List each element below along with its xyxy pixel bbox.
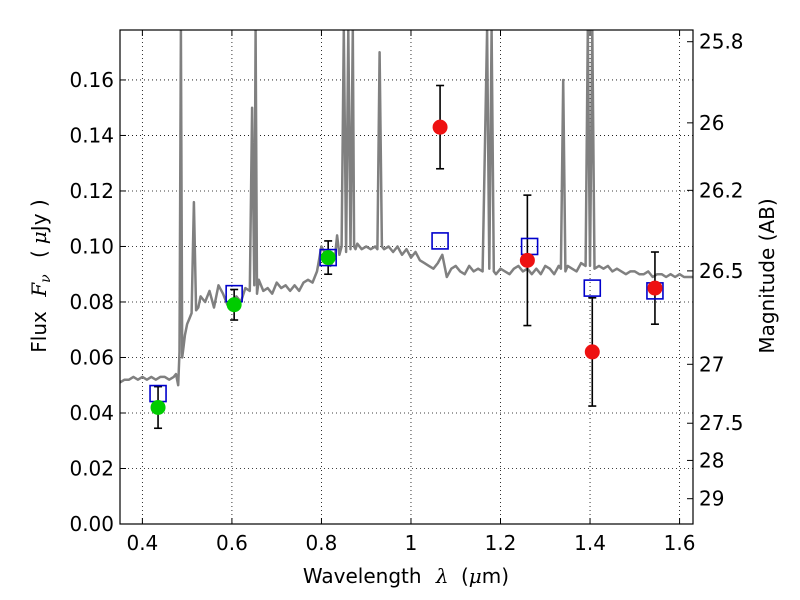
spectrum-line — [120, 30, 693, 387]
x-tick-label: 0.8 — [306, 531, 338, 555]
data-markers — [149, 119, 664, 415]
y-tick-label: 0.02 — [69, 456, 114, 480]
x-tick-label: 1.4 — [574, 531, 606, 555]
y2-tick-label: 29 — [699, 487, 724, 511]
green-data-point — [226, 297, 242, 313]
x-tick-label: 1.6 — [664, 531, 696, 555]
y-axis-unit-mu: μ — [27, 231, 51, 244]
x-axis-title: Wavelength λ (μm) — [303, 564, 509, 588]
y-axis-title: Flux Fν ( μJy ) — [27, 199, 55, 352]
y-tick-label: 0.06 — [69, 345, 114, 369]
plot-frame — [119, 29, 694, 525]
red-data-point — [432, 119, 448, 135]
y-axis-unit-open: ( — [27, 250, 51, 258]
x-tick-label: 1 — [405, 531, 418, 555]
x-axis-unit-rest: m) — [482, 564, 509, 588]
y-axis-subscript: ν — [38, 274, 54, 283]
x-axis-symbol: λ — [435, 564, 449, 588]
y-axis-unit-rest: Jy ) — [27, 199, 51, 233]
spectrum-series — [120, 30, 693, 387]
y-tick-label: 0.14 — [69, 123, 114, 147]
y-tick-label: 0.04 — [69, 401, 114, 425]
x-tick-label: 0.6 — [216, 531, 248, 555]
y-tick-label: 0.12 — [69, 179, 114, 203]
x-tick-label: 0.4 — [126, 531, 158, 555]
x-axis-title-text: Wavelength — [303, 564, 422, 588]
y2-tick-label: 27 — [699, 352, 724, 376]
red-data-point — [647, 280, 663, 296]
model-point-square — [431, 232, 449, 250]
y-axis-title-text: Flux — [27, 311, 51, 353]
y2-tick-label: 25.8 — [699, 30, 744, 54]
x-tick-label: 1.2 — [485, 531, 517, 555]
y2-tick-label: 26 — [699, 111, 724, 135]
y-tick-label: 0.16 — [69, 68, 114, 92]
y2-tick-label: 27.5 — [699, 411, 744, 435]
model-point-square — [583, 279, 602, 297]
y2-tick-label: 26.5 — [699, 259, 744, 283]
green-data-point — [320, 250, 336, 266]
y-tick-label: 0.10 — [69, 234, 114, 258]
green-data-point — [150, 399, 166, 415]
y-tick-label: 0.08 — [69, 290, 114, 314]
red-data-point — [584, 344, 600, 360]
x-axis-unit-mu: μ — [469, 564, 482, 588]
x-axis-unit-open: ( — [461, 564, 469, 588]
y-axis-symbol: F — [27, 282, 51, 298]
red-data-point — [519, 252, 535, 268]
axis-ticks: 0.4 0.6 0.8 1 1.2 1.4 1.6 0.00 0.02 0.04 0.06 0.08 0… — [69, 30, 743, 555]
y2-axis-title: Magnitude (AB) — [755, 198, 779, 353]
y2-tick-label: 28 — [699, 448, 724, 472]
y-tick-label: 0.00 — [69, 512, 114, 536]
y2-tick-label: 26.2 — [699, 178, 744, 202]
model-point-square — [319, 248, 337, 267]
